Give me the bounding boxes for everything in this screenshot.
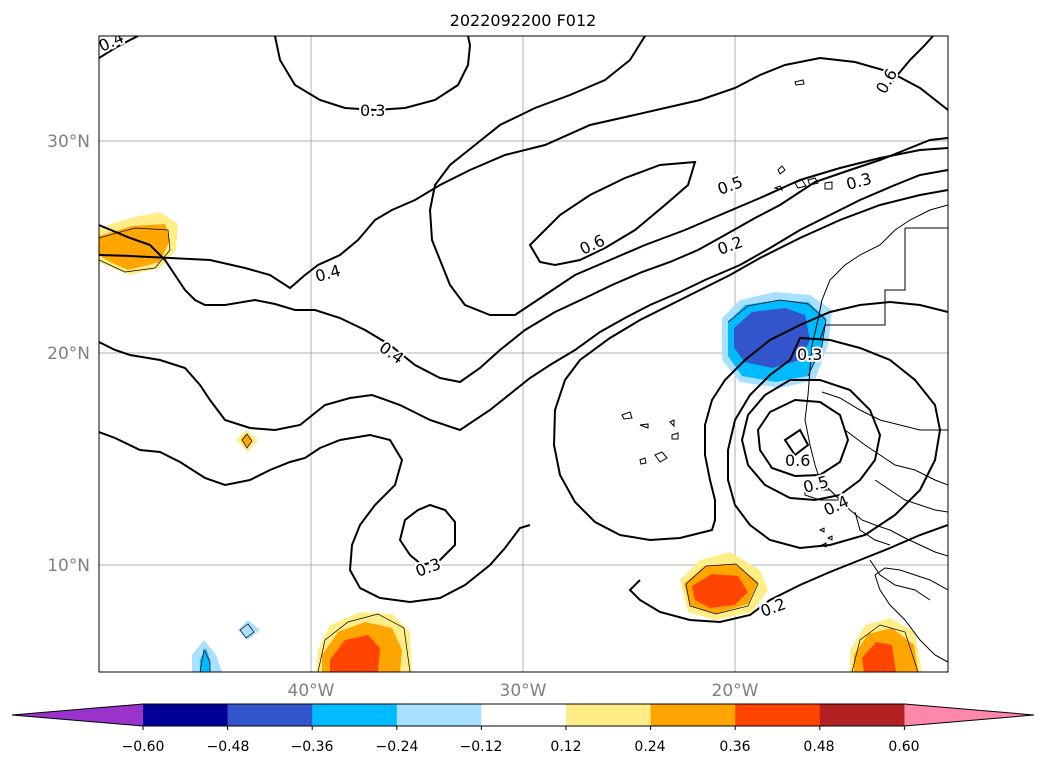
map-border [98, 35, 949, 673]
lat-label-10n: 10°N [47, 556, 90, 576]
coastline-africa-south [874, 567, 948, 663]
colorbar-tick-label: 0.60 [888, 739, 919, 755]
contour-j [552, 189, 948, 542]
colorbar-tick-label: 0.36 [719, 739, 750, 755]
border-4 [844, 429, 948, 486]
canary-1 [777, 165, 786, 175]
contour-p [884, 36, 934, 93]
contour-f [99, 431, 531, 604]
coastlines [621, 79, 948, 663]
colorbar-tick-label: −0.12 [460, 739, 503, 755]
contour-m [740, 379, 882, 502]
border-6 [804, 489, 842, 501]
colorbar-tick-label: 0.48 [803, 739, 834, 755]
contour-b [274, 36, 472, 112]
lon-label-40w: 40°W [288, 681, 335, 701]
colorbar-segment [143, 704, 229, 726]
colorbar-segment [819, 704, 905, 726]
border-3 [821, 391, 948, 431]
colorbar-extend-high [904, 704, 1034, 726]
map-area: 0.4 0.3 0.6 0.5 0.2 0.3 0.4 0.4 0.6 0.2 … [99, 36, 948, 672]
contour-e [99, 169, 948, 432]
colorbar-tick-label: −0.24 [376, 739, 419, 755]
colorbar-segment [396, 704, 482, 726]
map-title: 2022092200 F012 [450, 11, 597, 30]
colorbar-extend-low [12, 704, 143, 726]
longitude-labels: 40°W 30°W 20°W [288, 681, 759, 701]
contour-k [628, 524, 948, 624]
capeverde-4 [671, 432, 679, 440]
shade-south-red [692, 574, 748, 608]
colorbar-tick-labels: −0.60 −0.48 −0.36 −0.24 −0.12 0.12 0.24 … [122, 739, 920, 755]
colorbar-tick-label: −0.60 [122, 739, 165, 755]
contour-label: 0.3 [360, 101, 385, 120]
contour-d [99, 137, 948, 384]
shade-bottom1-red [330, 635, 380, 672]
border-5 [874, 479, 948, 513]
coastline-africa [804, 204, 948, 557]
shaded-fields [99, 212, 922, 672]
canary-4 [824, 181, 833, 190]
colorbar-tick-label: −0.48 [207, 739, 250, 755]
lon-label-30w: 30°W [500, 681, 547, 701]
colorbar-tick-label: −0.36 [291, 739, 334, 755]
colorbar-segment [481, 704, 567, 726]
colorbar-segment [227, 704, 313, 726]
canary-3 [807, 177, 819, 186]
contour-a [99, 36, 139, 59]
shade-bottom-left-cyan [200, 648, 210, 672]
lat-label-30n: 30°N [47, 132, 90, 152]
contour-h [528, 160, 697, 267]
colorbar-tick-label: 0.12 [550, 739, 581, 755]
capeverde-1 [621, 411, 633, 420]
colorbar [11, 703, 1035, 730]
contour-c [99, 56, 948, 290]
capeverde-6 [654, 451, 668, 463]
colorbar-segment [735, 704, 821, 726]
shade-outlines [99, 227, 919, 672]
madeira [794, 79, 805, 86]
capeverde-5 [639, 457, 647, 465]
contour-label: 0.3 [797, 345, 822, 364]
colorbar-segment [566, 704, 652, 726]
lat-label-20n: 20°N [47, 344, 90, 364]
colorbar-segment [312, 704, 398, 726]
border-2 [819, 228, 906, 341]
contour-n [756, 398, 850, 478]
colorbar-tick-label: 0.24 [634, 739, 665, 755]
border-8 [869, 559, 931, 601]
contour-l [727, 336, 942, 550]
contour-i [428, 36, 948, 316]
contour-g [398, 503, 456, 567]
colorbar-segment [650, 704, 736, 726]
capeverde-2 [639, 423, 649, 429]
shade-bottom2-red [862, 642, 896, 672]
capeverde-3 [669, 419, 675, 428]
lon-label-20w: 20°W [712, 681, 759, 701]
shade-west-orange [99, 224, 170, 270]
contour-o [783, 428, 810, 457]
contour-label: 0.6 [785, 451, 810, 470]
border-7 [854, 511, 891, 546]
latitude-labels: 30°N 20°N 10°N [47, 132, 90, 576]
contour-lines [99, 36, 948, 624]
